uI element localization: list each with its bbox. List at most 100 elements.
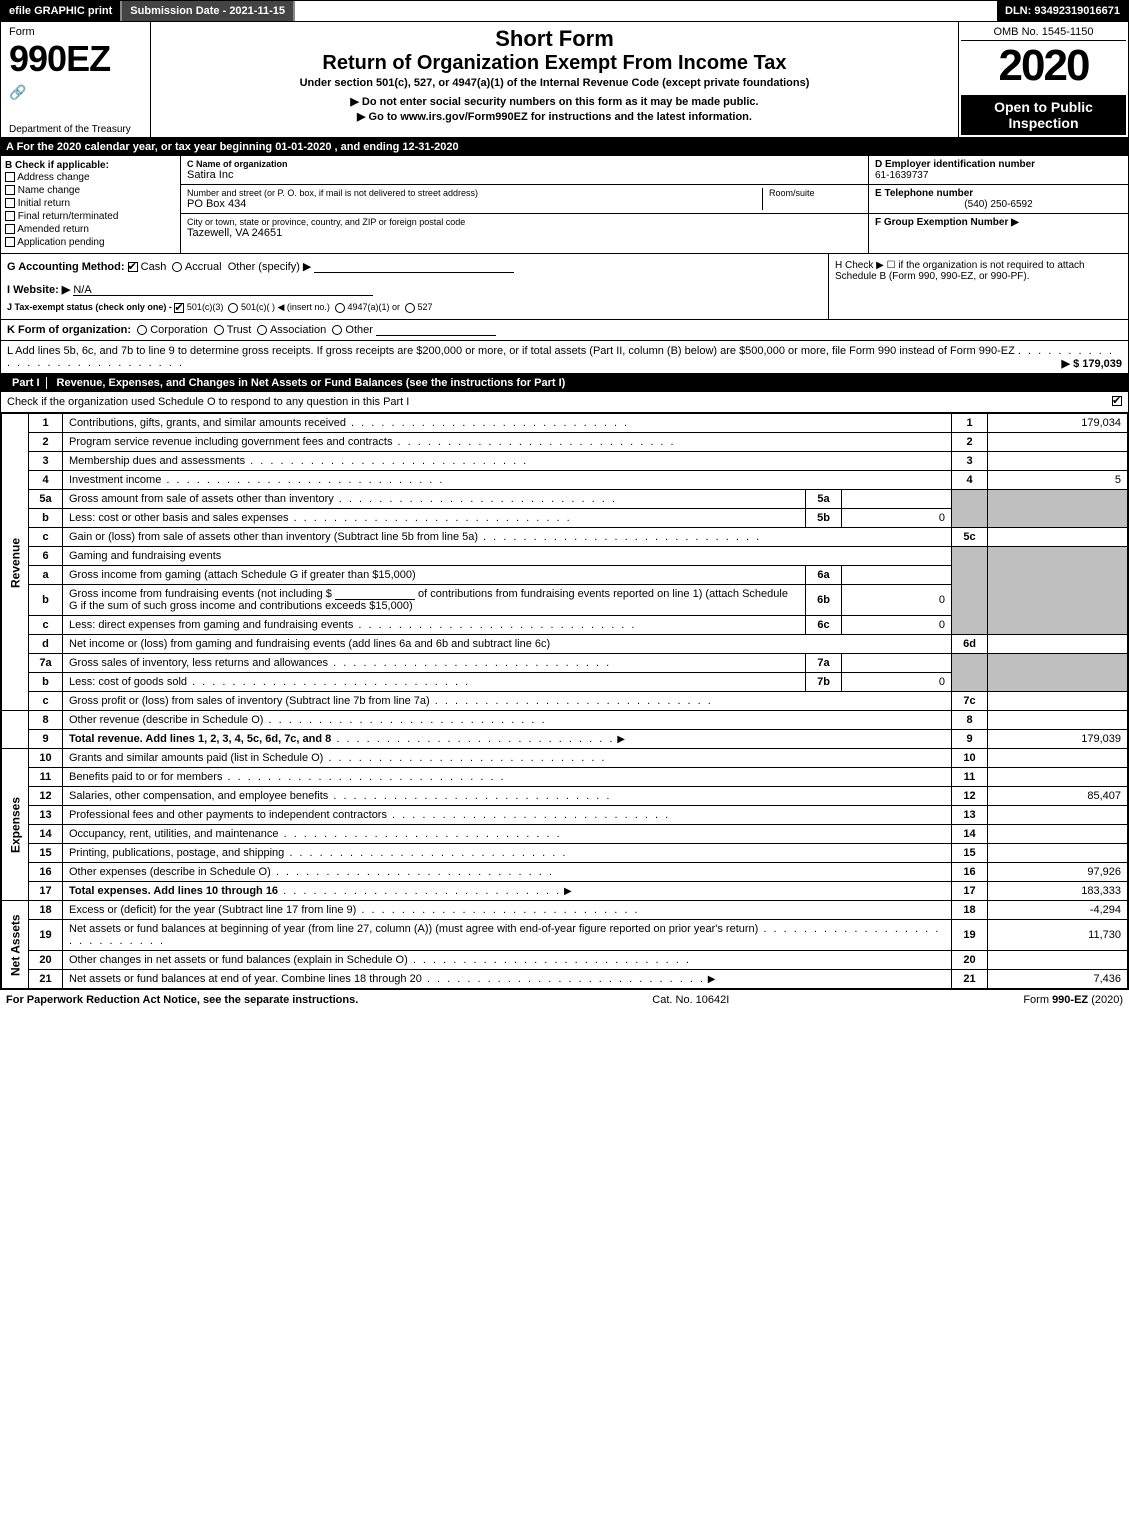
chk-initial-return[interactable]: Initial return <box>5 197 176 210</box>
table-row: c Gain or (loss) from sale of assets oth… <box>2 528 1128 547</box>
line-9-desc: Total revenue. Add lines 1, 2, 3, 4, 5c,… <box>69 733 331 745</box>
status-527[interactable]: 527 <box>405 302 433 312</box>
table-row: 19 Net assets or fund balances at beginn… <box>2 920 1128 951</box>
line-6b-num: b <box>29 585 63 616</box>
line-1-amt: 179,034 <box>988 414 1128 433</box>
footer-right: Form 990-EZ (2020) <box>1023 994 1123 1006</box>
line-6b-sub: 6b <box>806 585 842 616</box>
link-icon: 🔗 <box>9 84 26 101</box>
form-word: Form <box>9 26 142 38</box>
line-6c-num: c <box>29 616 63 635</box>
line-11-desc: Benefits paid to or for members <box>69 771 222 783</box>
line-19-num: 19 <box>29 920 63 951</box>
line-11-amt <box>988 768 1128 787</box>
form-of-org-label: K Form of organization: <box>7 324 131 336</box>
ein-label: D Employer identification number <box>875 159 1122 170</box>
line-2-desc: Program service revenue including govern… <box>69 436 392 448</box>
line-13-desc: Professional fees and other payments to … <box>69 809 387 821</box>
line-5b-subv: 0 <box>842 509 952 528</box>
line-5a-subv <box>842 490 952 509</box>
sidecat-revenue-cont <box>2 711 29 749</box>
table-row: 7a Gross sales of inventory, less return… <box>2 654 1128 673</box>
accounting-accrual[interactable]: Accrual <box>172 261 221 273</box>
line-12-desc: Salaries, other compensation, and employ… <box>69 790 328 802</box>
line-8-ln: 8 <box>952 711 988 730</box>
submission-date-button[interactable]: Submission Date - 2021-11-15 <box>120 1 295 21</box>
line-7c-amt <box>988 692 1128 711</box>
table-row: 12 Salaries, other compensation, and emp… <box>2 787 1128 806</box>
line-10-amt <box>988 749 1128 768</box>
status-501c[interactable]: 501(c)( ) ◀ (insert no.) <box>228 302 329 312</box>
city-value: Tazewell, VA 24651 <box>187 227 862 239</box>
line-3-desc: Membership dues and assessments <box>69 455 245 467</box>
line-18-ln: 18 <box>952 901 988 920</box>
part1-schedule-o-checkbox[interactable] <box>1112 396 1122 406</box>
sidecat-expenses: Expenses <box>2 749 29 901</box>
boxes-def: D Employer identification number 61-1639… <box>868 156 1128 253</box>
line-15-desc: Printing, publications, postage, and shi… <box>69 847 284 859</box>
line-20-ln: 20 <box>952 951 988 970</box>
org-trust[interactable]: Trust <box>214 324 252 336</box>
chk-final-return-label: Final return/terminated <box>18 211 119 222</box>
line-6-desc: Gaming and fundraising events <box>63 547 952 566</box>
page-footer: For Paperwork Reduction Act Notice, see … <box>0 990 1129 1010</box>
org-other[interactable]: Other <box>332 324 496 336</box>
city-label: City or town, state or province, country… <box>187 217 862 227</box>
efile-print-button[interactable]: efile GRAPHIC print <box>1 1 120 21</box>
chk-final-return[interactable]: Final return/terminated <box>5 210 176 223</box>
org-association[interactable]: Association <box>257 324 326 336</box>
chk-name-change[interactable]: Name change <box>5 184 176 197</box>
line-2-num: 2 <box>29 433 63 452</box>
line-6a-num: a <box>29 566 63 585</box>
box-b: B Check if applicable: Address change Na… <box>1 156 181 253</box>
line-6b-blank <box>335 588 415 600</box>
topbar-spacer <box>295 1 997 21</box>
accounting-cash[interactable]: Cash <box>128 261 167 273</box>
table-row: c Gross profit or (loss) from sales of i… <box>2 692 1128 711</box>
org-association-label: Association <box>270 324 326 336</box>
room-suite-label: Room/suite <box>769 188 862 198</box>
status-501c3[interactable]: 501(c)(3) <box>174 302 223 312</box>
status-501c-label: 501(c)( ) ◀ (insert no.) <box>241 302 330 312</box>
line-7b-sub: 7b <box>806 673 842 692</box>
line-15-num: 15 <box>29 844 63 863</box>
line-21-desc: Net assets or fund balances at end of ye… <box>69 973 422 985</box>
line-21-ln: 21 <box>952 970 988 989</box>
chk-amended-return[interactable]: Amended return <box>5 223 176 236</box>
line-12-ln: 12 <box>952 787 988 806</box>
street-value: PO Box 434 <box>187 198 762 210</box>
part1-body: Revenue 1 Contributions, gifts, grants, … <box>0 413 1129 990</box>
line-4-desc: Investment income <box>69 474 161 486</box>
part1-check-row: Check if the organization used Schedule … <box>0 392 1129 413</box>
line-20-amt <box>988 951 1128 970</box>
line-3-amt <box>988 452 1128 471</box>
line-5c-desc: Gain or (loss) from sale of assets other… <box>69 531 478 543</box>
table-row: 15 Printing, publications, postage, and … <box>2 844 1128 863</box>
shade-5ab-amt <box>988 490 1128 528</box>
line-6b-subv: 0 <box>842 585 952 616</box>
line-17-num: 17 <box>29 882 63 901</box>
line-16-num: 16 <box>29 863 63 882</box>
org-corporation[interactable]: Corporation <box>137 324 208 336</box>
tax-year: 2020 <box>961 41 1126 91</box>
line-6a-desc: Gross income from gaming (attach Schedul… <box>69 569 416 581</box>
line-17-amt: 183,333 <box>988 882 1128 901</box>
group-exemption-label: F Group Exemption Number ▶ <box>875 217 1122 228</box>
line-16-amt: 97,926 <box>988 863 1128 882</box>
accounting-other[interactable]: Other (specify) ▶ <box>228 261 515 273</box>
row-l: L Add lines 5b, 6c, and 7b to line 9 to … <box>0 341 1129 374</box>
table-row: 6 Gaming and fundraising events <box>2 547 1128 566</box>
line-7a-sub: 7a <box>806 654 842 673</box>
status-4947[interactable]: 4947(a)(1) or <box>335 302 400 312</box>
line-10-num: 10 <box>29 749 63 768</box>
top-bar: efile GRAPHIC print Submission Date - 20… <box>0 0 1129 22</box>
chk-application-pending[interactable]: Application pending <box>5 236 176 249</box>
line-19-ln: 19 <box>952 920 988 951</box>
chk-address-change[interactable]: Address change <box>5 171 176 184</box>
table-row: 8 Other revenue (describe in Schedule O)… <box>2 711 1128 730</box>
line-5a-num: 5a <box>29 490 63 509</box>
line-5c-ln: 5c <box>952 528 988 547</box>
line-11-ln: 11 <box>952 768 988 787</box>
line-15-ln: 15 <box>952 844 988 863</box>
row-h: H Check ▶ ☐ if the organization is not r… <box>828 254 1128 319</box>
